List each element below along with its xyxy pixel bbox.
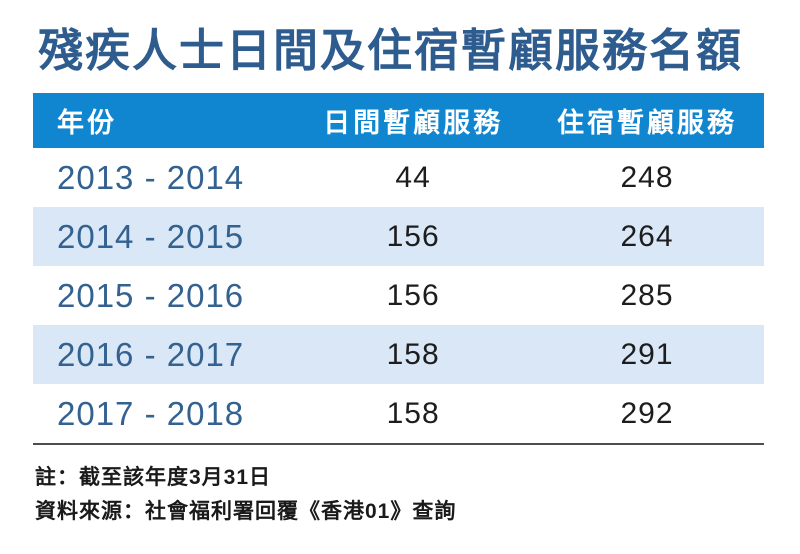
year-cell: 2017 - 2018 — [57, 394, 245, 432]
note-text: 註：截至該年度3月31日 — [35, 466, 272, 489]
table-row: 2015 - 2016 156 285 — [33, 266, 764, 325]
day-value-cell: 156 — [386, 278, 440, 312]
residential-value-cell: 285 — [620, 278, 674, 312]
residential-value-cell: 264 — [620, 219, 674, 253]
day-value-cell: 156 — [386, 219, 440, 253]
table-row: 2014 - 2015 156 264 — [33, 207, 764, 266]
year-cell: 2015 - 2016 — [57, 276, 245, 314]
day-value-cell: 158 — [386, 396, 440, 430]
table-row: 2017 - 2018 158 292 — [33, 384, 764, 443]
residential-value-cell: 292 — [620, 396, 674, 430]
year-cell: 2014 - 2015 — [57, 217, 245, 255]
year-cell: 2013 - 2014 — [57, 158, 245, 196]
table-row: 2016 - 2017 158 291 — [33, 325, 764, 384]
day-value-cell: 158 — [386, 337, 440, 371]
header-cell-residential-service: 住宿暫顧服務 — [557, 108, 738, 138]
table-row: 2013 - 2014 44 248 — [33, 148, 764, 207]
source-text: 資料來源：社會福利署回覆《香港01》查詢 — [35, 500, 457, 523]
page-title: 殘疾人士日間及住宿暫顧服務名額 — [38, 25, 744, 76]
day-value-cell: 44 — [395, 160, 431, 194]
residential-value-cell: 248 — [620, 160, 674, 194]
data-table: 年份 日間暫顧服務 住宿暫顧服務 2013 - 2014 44 248 2014… — [33, 93, 764, 445]
footnotes: 註：截至該年度3月31日 資料來源：社會福利署回覆《香港01》查詢 — [35, 461, 775, 529]
residential-value-cell: 291 — [620, 337, 674, 371]
header-cell-day-service: 日間暫顧服務 — [323, 108, 504, 138]
table-header-row: 年份 日間暫顧服務 住宿暫顧服務 — [33, 93, 764, 148]
year-cell: 2016 - 2017 — [57, 335, 245, 373]
header-cell-year: 年份 — [57, 108, 117, 138]
